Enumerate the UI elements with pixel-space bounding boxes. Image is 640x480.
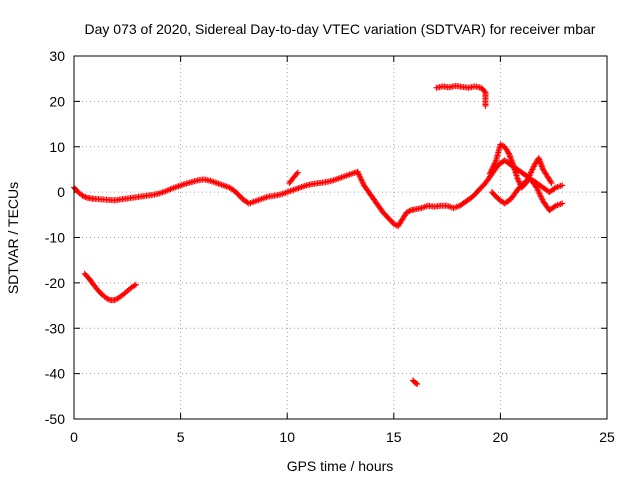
x-tick-label: 0 (70, 429, 78, 445)
data-point (406, 208, 413, 215)
tick-labels: 0 5 10 15 20 25 -50 -40 -30 -20 -10 0 10 20 30 (45, 48, 615, 445)
data-markers (71, 82, 566, 388)
data-point (505, 149, 512, 156)
data-point (79, 192, 86, 199)
chart-title: Day 073 of 2020, Sidereal Day-to-day VTE… (85, 21, 596, 37)
data-point (559, 200, 566, 207)
data-point (105, 296, 112, 303)
series-low-arc (81, 270, 139, 304)
data-point (414, 381, 421, 388)
data-point (481, 88, 488, 95)
x-tick-label: 10 (279, 429, 295, 445)
y-tick-label: 0 (57, 184, 65, 200)
data-point (132, 281, 139, 288)
data-point (547, 178, 554, 185)
y-tick-label: -50 (45, 411, 65, 427)
y-tick-label: 30 (49, 48, 65, 64)
data-point (548, 180, 555, 187)
series-lower-branch-20-23-h (488, 175, 566, 214)
y-tick-label: -30 (45, 320, 65, 336)
data-point (482, 102, 489, 109)
data-point (80, 193, 87, 200)
data-point (131, 282, 138, 289)
y-axis-label: SDTVAR / TECUs (5, 182, 21, 294)
x-tick-label: 5 (177, 429, 185, 445)
x-tick-label: 25 (599, 429, 615, 445)
series-main-trace (71, 157, 566, 230)
data-point (559, 182, 566, 189)
y-tick-label: -10 (45, 230, 65, 246)
y-tick-label: -40 (45, 366, 65, 382)
y-tick-label: -20 (45, 275, 65, 291)
y-tick-label: 20 (49, 93, 65, 109)
data-point (82, 193, 89, 200)
data-point (293, 170, 300, 177)
series-short-segment-10-1-10-5-h (286, 169, 301, 187)
series-isolated-points (409, 377, 421, 388)
series-high-segment (433, 82, 489, 109)
x-axis-label: GPS time / hours (287, 458, 394, 474)
plot-frame (73, 55, 608, 420)
data-point (294, 169, 301, 176)
data-point (413, 380, 420, 387)
x-tick-label: 15 (386, 429, 402, 445)
x-tick-label: 20 (493, 429, 509, 445)
y-tick-label: 10 (49, 139, 65, 155)
